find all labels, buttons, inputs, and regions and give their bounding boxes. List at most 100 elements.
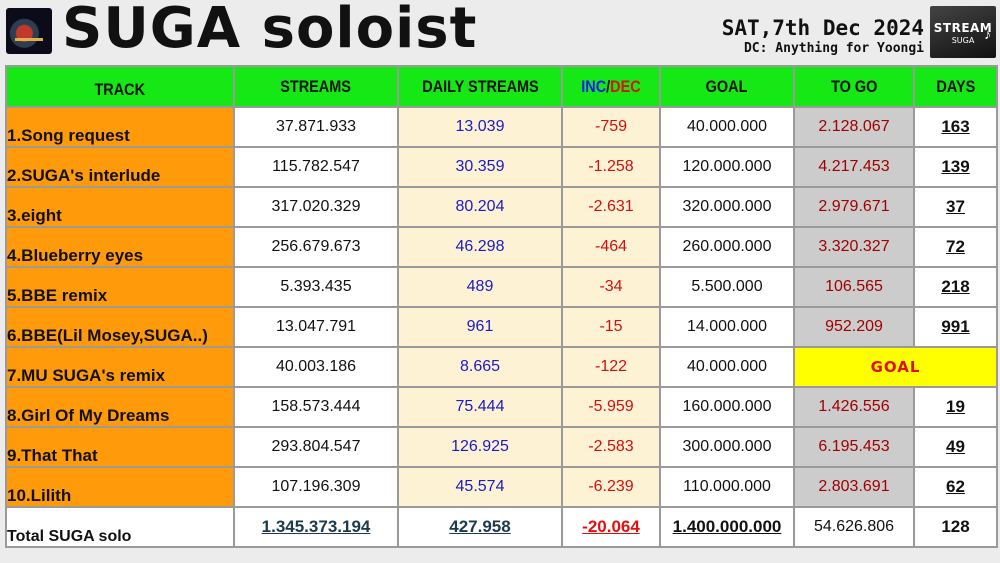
track-name: 7.MU SUGA's remix: [5, 346, 235, 388]
inc-dec-value: -1.258: [561, 146, 661, 188]
total-label: Total SUGA solo: [5, 506, 235, 548]
streams-value: 37.871.933: [233, 106, 399, 148]
days-value: 72: [913, 226, 998, 268]
inc-dec-value: -759: [561, 106, 661, 148]
to-go-value: 1.426.556: [793, 386, 915, 428]
header-track: TRACK: [5, 65, 235, 108]
to-go-value: 4.217.453: [793, 146, 915, 188]
credit-label: DC: Anything for Yoongi: [743, 41, 924, 56]
total-daily-value: 427.958: [397, 506, 563, 548]
inc-dec-value: -5.959: [561, 386, 661, 428]
daily-streams-value: 30.359: [397, 146, 563, 188]
to-go-value: 2.128.067: [793, 106, 915, 148]
track-name: 6.BBE(Lil Mosey,SUGA..): [5, 306, 235, 348]
logo-line2: SUGA: [951, 36, 975, 45]
header-daily-streams: DAILY STREAMS: [397, 65, 563, 108]
table-header-row: TRACK STREAMS DAILY STREAMS INC/DEC GOAL…: [5, 65, 998, 108]
track-name: 2.SUGA's interlude: [5, 146, 235, 188]
goal-reached-badge: GOAL: [793, 346, 998, 388]
streams-table: TRACK STREAMS DAILY STREAMS INC/DEC GOAL…: [5, 65, 998, 548]
total-streams-value: 1.345.373.194: [233, 506, 399, 548]
header-dec: DEC: [610, 76, 641, 96]
to-go-value: 2.979.671: [793, 186, 915, 228]
to-go-value: 106.565: [793, 266, 915, 308]
table-row: 9.That That 293.804.547 126.925 -2.583 3…: [5, 426, 998, 468]
to-go-value: 6.195.453: [793, 426, 915, 468]
track-name: 3.eight: [5, 186, 235, 228]
table-row: 10.Lilith 107.196.309 45.574 -6.239 110.…: [5, 466, 998, 508]
daily-streams-value: 46.298: [397, 226, 563, 268]
album-logo-icon: [6, 8, 52, 54]
daily-streams-value: 8.665: [397, 346, 563, 388]
daily-streams-value: 45.574: [397, 466, 563, 508]
header-slash: /: [606, 76, 611, 96]
goal-value: 14.000.000: [659, 306, 795, 348]
table-row: 8.Girl Of My Dreams 158.573.444 75.444 -…: [5, 386, 998, 428]
to-go-value: 3.320.327: [793, 226, 915, 268]
streams-value: 115.782.547: [233, 146, 399, 188]
table-row: 5.BBE remix 5.393.435 489 -34 5.500.000 …: [5, 266, 998, 308]
total-goal-value: 1.400.000.000: [659, 506, 795, 548]
days-value: 49: [913, 426, 998, 468]
logo-line1: STREAM: [933, 21, 993, 35]
header-goal: GOAL: [659, 65, 795, 108]
to-go-value: 2.803.691: [793, 466, 915, 508]
streams-value: 107.196.309: [233, 466, 399, 508]
goal-value: 110.000.000: [659, 466, 795, 508]
streams-value: 5.393.435: [233, 266, 399, 308]
daily-streams-value: 961: [397, 306, 563, 348]
goal-value: 40.000.000: [659, 106, 795, 148]
inc-dec-value: -464: [561, 226, 661, 268]
table-row: 2.SUGA's interlude 115.782.547 30.359 -1…: [5, 146, 998, 188]
inc-dec-value: -34: [561, 266, 661, 308]
to-go-value: 952.209: [793, 306, 915, 348]
daily-streams-value: 75.444: [397, 386, 563, 428]
streams-value: 40.003.186: [233, 346, 399, 388]
header-days: DAYS: [913, 65, 998, 108]
page-title: SUGA soloist: [62, 0, 478, 61]
inc-dec-value: -2.631: [561, 186, 661, 228]
total-days-value: 128: [913, 506, 998, 548]
streams-value: 317.020.329: [233, 186, 399, 228]
days-value: 163: [913, 106, 998, 148]
daily-streams-value: 489: [397, 266, 563, 308]
days-value: 37: [913, 186, 998, 228]
daily-streams-value: 126.925: [397, 426, 563, 468]
header-streams: STREAMS: [233, 65, 399, 108]
daily-streams-value: 80.204: [397, 186, 563, 228]
header-inc-dec: INC/DEC: [561, 65, 661, 108]
streams-value: 13.047.791: [233, 306, 399, 348]
goal-value: 5.500.000: [659, 266, 795, 308]
streams-value: 293.804.547: [233, 426, 399, 468]
table-row: 4.Blueberry eyes 256.679.673 46.298 -464…: [5, 226, 998, 268]
days-value: 991: [913, 306, 998, 348]
goal-value: 160.000.000: [659, 386, 795, 428]
days-value: 218: [913, 266, 998, 308]
track-name: 4.Blueberry eyes: [5, 226, 235, 268]
goal-value: 40.000.000: [659, 346, 795, 388]
music-note-icon: ♪: [984, 26, 991, 42]
table-row: 1.Song request 37.871.933 13.039 -759 40…: [5, 106, 998, 148]
goal-value: 260.000.000: [659, 226, 795, 268]
days-value: 62: [913, 466, 998, 508]
total-to-go-value: 54.626.806: [793, 506, 915, 548]
track-name: 10.Lilith: [5, 466, 235, 508]
table-row: 7.MU SUGA's remix 40.003.186 8.665 -122 …: [5, 346, 998, 388]
goal-value: 120.000.000: [659, 146, 795, 188]
streams-value: 256.679.673: [233, 226, 399, 268]
date-label: SAT,7th Dec 2024: [721, 16, 924, 40]
days-value: 19: [913, 386, 998, 428]
goal-value: 300.000.000: [659, 426, 795, 468]
track-name: 5.BBE remix: [5, 266, 235, 308]
inc-dec-value: -6.239: [561, 466, 661, 508]
table-row: 3.eight 317.020.329 80.204 -2.631 320.00…: [5, 186, 998, 228]
inc-dec-value: -2.583: [561, 426, 661, 468]
daily-streams-value: 13.039: [397, 106, 563, 148]
header-to-go: TO GO: [793, 65, 915, 108]
header: SUGA soloist SAT,7th Dec 2024 DC: Anythi…: [0, 0, 1000, 62]
total-row: Total SUGA solo 1.345.373.194 427.958 -2…: [5, 506, 998, 548]
streams-value: 158.573.444: [233, 386, 399, 428]
table-row: 6.BBE(Lil Mosey,SUGA..) 13.047.791 961 -…: [5, 306, 998, 348]
track-name: 1.Song request: [5, 106, 235, 148]
inc-dec-value: -122: [561, 346, 661, 388]
